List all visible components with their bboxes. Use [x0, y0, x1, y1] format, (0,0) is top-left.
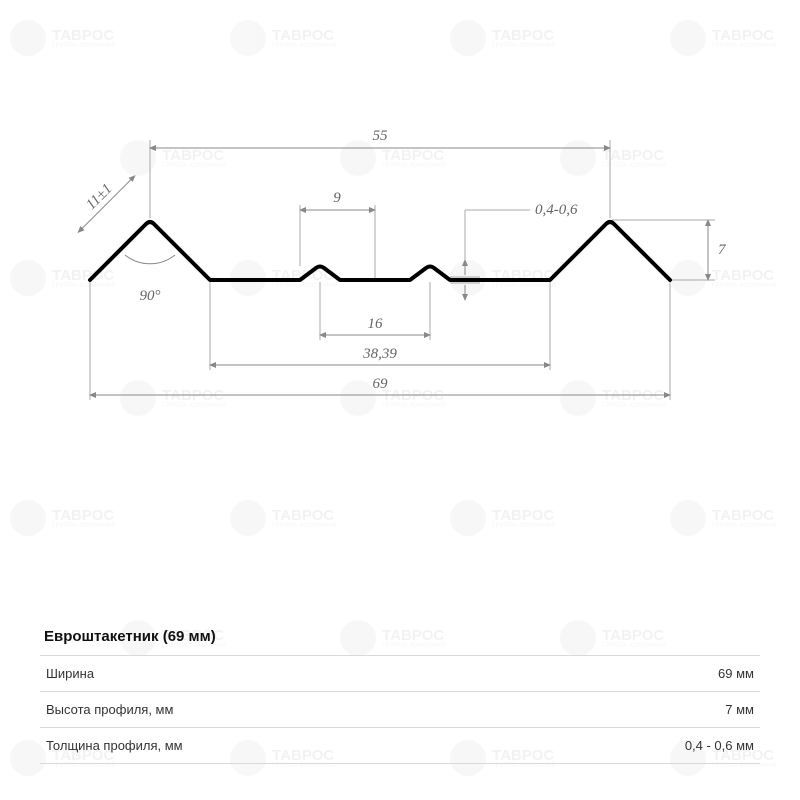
watermark: ТАВРОСГРУППА КОМПАНИЙ — [670, 20, 776, 56]
watermark: ТАВРОСГРУППА КОМПАНИЙ — [450, 20, 556, 56]
dim-between-bumps: 16 — [368, 316, 384, 332]
table-row: Высота профиля, мм7 мм — [40, 692, 760, 728]
spec-label: Толщина профиля, мм — [40, 728, 506, 764]
watermark: ТАВРОСГРУППА КОМПАНИЙ — [10, 500, 116, 536]
spec-block: Евроштакетник (69 мм) Ширина69 мм Высота… — [40, 620, 760, 764]
watermark: ТАВРОСГРУППА КОМПАНИЙ — [230, 500, 336, 536]
spec-table: Ширина69 мм Высота профиля, мм7 мм Толщи… — [40, 655, 760, 764]
watermark: ТАВРОСГРУППА КОМПАНИЙ — [230, 20, 336, 56]
table-row: Ширина69 мм — [40, 656, 760, 692]
profile-path — [90, 222, 670, 280]
dim-flat-span: 38,39 — [362, 346, 397, 362]
spec-value: 0,4 - 0,6 мм — [506, 728, 760, 764]
spec-title: Евроштакетник (69 мм) — [40, 620, 760, 655]
dim-top-span: 55 — [373, 128, 389, 144]
watermark: ТАВРОСГРУППА КОМПАНИЙ — [450, 500, 556, 536]
profile-diagram: 55 11±1 9 0,4-0,6 7 16 38,39 69 90° — [50, 110, 750, 430]
spec-label: Ширина — [40, 656, 506, 692]
dim-thickness: 0,4-0,6 — [535, 202, 578, 218]
spec-value: 7 мм — [506, 692, 760, 728]
dim-total: 69 — [373, 376, 389, 392]
dim-slope: 11±1 — [83, 181, 115, 213]
table-row: Толщина профиля, мм0,4 - 0,6 мм — [40, 728, 760, 764]
dim-right-height: 7 — [718, 242, 727, 258]
dim-angle: 90° — [140, 288, 161, 304]
spec-label: Высота профиля, мм — [40, 692, 506, 728]
watermark: ТАВРОСГРУППА КОМПАНИЙ — [670, 500, 776, 536]
watermark: ТАВРОСГРУППА КОМПАНИЙ — [10, 20, 116, 56]
dim-small-peak: 9 — [333, 190, 341, 206]
spec-value: 69 мм — [506, 656, 760, 692]
